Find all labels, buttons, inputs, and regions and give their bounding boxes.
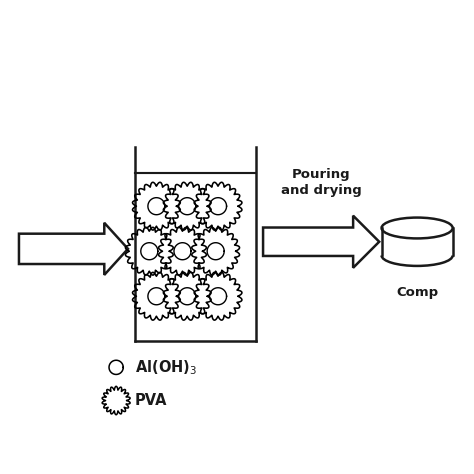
Polygon shape xyxy=(382,228,453,255)
Text: Comp: Comp xyxy=(396,286,438,299)
Polygon shape xyxy=(263,216,379,268)
Polygon shape xyxy=(19,223,128,275)
Ellipse shape xyxy=(382,218,453,238)
Text: Pouring
and drying: Pouring and drying xyxy=(281,168,362,197)
Text: PVA: PVA xyxy=(135,393,168,408)
Text: Al(OH)$_3$: Al(OH)$_3$ xyxy=(135,358,197,377)
